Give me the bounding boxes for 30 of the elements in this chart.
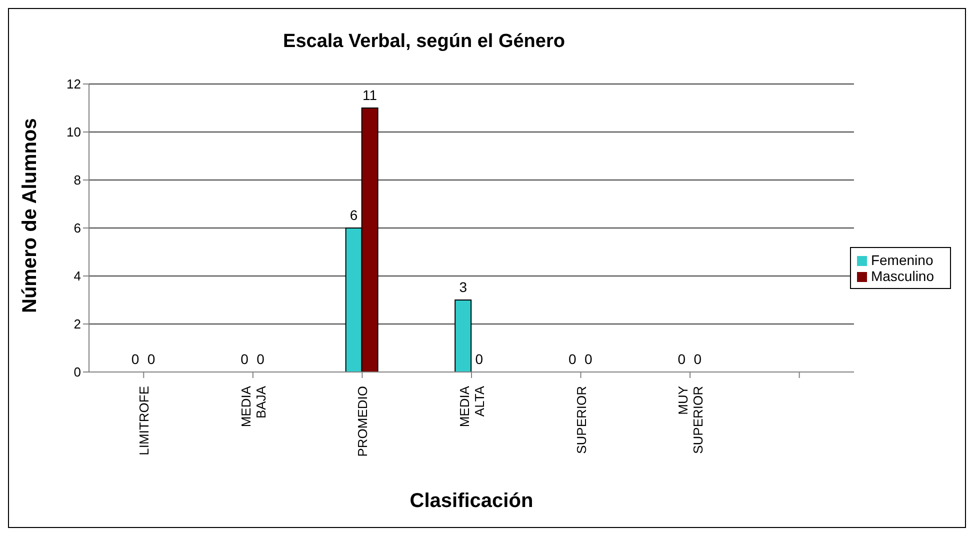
x-tick-label: SUPERIOR: [574, 386, 589, 454]
y-tick-label: 12: [66, 76, 81, 92]
data-label: 0: [147, 351, 156, 367]
y-tick-label: 0: [74, 364, 81, 380]
y-tick-label: 6: [74, 220, 81, 236]
data-label: 0: [694, 351, 702, 367]
data-label: 0: [240, 351, 249, 367]
legend-label: Masculino: [870, 268, 934, 284]
y-axis-title: Número de Alumnos: [19, 118, 42, 313]
data-label: 3: [459, 279, 468, 295]
data-label: 0: [584, 351, 592, 367]
y-tick-label: 8: [74, 172, 81, 188]
x-tick-label: MUY SUPERIOR: [676, 386, 706, 454]
x-tick-label: MEDIA BAJA: [238, 386, 268, 428]
y-tick-label: 10: [66, 124, 81, 140]
data-label: 0: [568, 351, 576, 367]
data-label: 11: [362, 87, 378, 103]
data-label: 0: [678, 351, 686, 367]
data-label: 0: [131, 351, 140, 367]
x-tick-label: PROMEDIO: [355, 386, 370, 457]
y-tick-label: 4: [74, 268, 81, 284]
y-tick-label: 2: [74, 316, 81, 332]
x-tick-label: LIMITROFE: [136, 386, 152, 456]
chart-title: Escala Verbal, según el Género: [282, 31, 566, 53]
data-label: 6: [350, 207, 358, 223]
x-axis-title: Clasificación: [410, 490, 534, 512]
legend-label: Femenino: [870, 252, 934, 268]
data-label: 0: [475, 351, 484, 367]
data-label: 0: [256, 351, 265, 367]
x-tick-label: MEDIA ALTA: [456, 386, 487, 428]
